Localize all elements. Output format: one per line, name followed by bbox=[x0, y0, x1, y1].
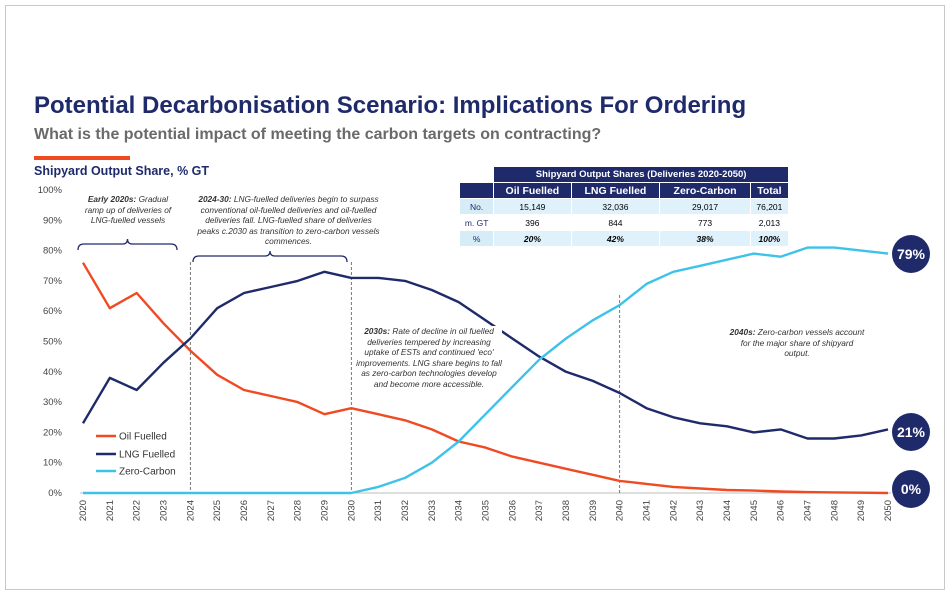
x-tick-label: 2032 bbox=[400, 500, 411, 521]
x-tick-label: 2042 bbox=[668, 500, 679, 521]
end-label-badge bbox=[892, 470, 930, 508]
table-cell: 20% bbox=[493, 230, 572, 247]
table-row-label: m. GT bbox=[458, 214, 495, 231]
x-tick-label: 2028 bbox=[293, 500, 304, 521]
series-line-lng-fuelled bbox=[81, 270, 889, 440]
table-title: Shipyard Output Shares (Deliveries 2020-… bbox=[493, 166, 789, 183]
brace-early2020s bbox=[77, 238, 178, 251]
x-tick-label: 2046 bbox=[776, 500, 787, 521]
legend-label: Oil Fuelled bbox=[119, 432, 167, 443]
annotation-2024-30: 2024-30: LNG-fuelled deliveries begin to… bbox=[196, 194, 381, 247]
table-row: % 20% 42% 38% 100% bbox=[458, 230, 790, 247]
x-tick-label: 2023 bbox=[159, 500, 170, 521]
y-tick-label: 80% bbox=[43, 246, 63, 257]
x-tick-label: 2033 bbox=[427, 500, 438, 521]
table-cell: 42% bbox=[570, 230, 661, 247]
y-tick-label: 100% bbox=[38, 185, 63, 196]
end-label-value: 0% bbox=[901, 481, 922, 497]
legend-label: Zero-Carbon bbox=[119, 467, 176, 478]
series-line-zero-carbon bbox=[83, 246, 889, 495]
page-title: Potential Decarbonisation Scenario: Impl… bbox=[34, 92, 747, 119]
table-cell: 38% bbox=[659, 230, 751, 247]
y-tick-label: 70% bbox=[43, 276, 63, 287]
x-tick-label: 2031 bbox=[373, 500, 384, 521]
table-cell: 2,013 bbox=[749, 214, 790, 231]
x-tick-label: 2044 bbox=[722, 500, 733, 521]
x-tick-label: 2040 bbox=[615, 500, 626, 521]
legend-label: LNG Fuelled bbox=[119, 450, 175, 461]
table-col-header: Oil Fuelled bbox=[493, 182, 572, 199]
x-tick-label: 2043 bbox=[695, 500, 706, 521]
y-tick-label: 50% bbox=[43, 337, 63, 348]
y-tick-label: 60% bbox=[43, 306, 63, 317]
x-tick-label: 2039 bbox=[588, 500, 599, 521]
x-tick-label: 2034 bbox=[454, 500, 465, 521]
shares-table: Shipyard Output Shares (Deliveries 2020-… bbox=[458, 166, 790, 247]
table-row: m. GT 396 844 773 2,013 bbox=[458, 214, 790, 231]
x-tick-label: 2041 bbox=[642, 500, 653, 521]
x-tick-label: 2050 bbox=[883, 500, 894, 521]
accent-bar bbox=[34, 156, 130, 160]
x-tick-label: 2037 bbox=[534, 500, 545, 521]
page-subtitle: What is the potential impact of meeting … bbox=[34, 126, 602, 143]
x-tick-label: 2021 bbox=[105, 500, 116, 521]
x-tick-label: 2026 bbox=[239, 500, 250, 521]
y-tick-label: 40% bbox=[43, 367, 63, 378]
table-cell: 844 bbox=[570, 214, 661, 231]
table-cell: 100% bbox=[749, 230, 790, 247]
y-tick-label: 30% bbox=[43, 397, 63, 408]
end-label-badge bbox=[892, 235, 930, 273]
x-tick-label: 2038 bbox=[561, 500, 572, 521]
x-tick-label: 2022 bbox=[132, 500, 143, 521]
chart-title: Shipyard Output Share, % GT bbox=[34, 164, 210, 178]
x-tick-label: 2025 bbox=[212, 500, 223, 521]
table-col-header: LNG Fuelled bbox=[570, 182, 661, 199]
table-col-header: Zero-Carbon bbox=[659, 182, 751, 199]
table-row-label: No. bbox=[458, 198, 495, 215]
y-tick-label: 20% bbox=[43, 427, 63, 438]
end-label-value: 79% bbox=[897, 246, 926, 262]
table-col-header: Total bbox=[749, 182, 790, 199]
table-cell: 396 bbox=[493, 214, 572, 231]
table-corner bbox=[458, 166, 495, 183]
x-tick-label: 2024 bbox=[185, 500, 196, 521]
x-tick-label: 2029 bbox=[320, 500, 331, 521]
table-cell: 773 bbox=[659, 214, 751, 231]
y-tick-label: 90% bbox=[43, 215, 63, 226]
table-cell: 76,201 bbox=[749, 198, 790, 215]
x-tick-label: 2045 bbox=[749, 500, 760, 521]
table-cell: 29,017 bbox=[659, 198, 751, 215]
x-tick-label: 2048 bbox=[829, 500, 840, 521]
slide-frame bbox=[5, 5, 945, 590]
y-tick-label: 10% bbox=[43, 458, 63, 469]
table-cell: 32,036 bbox=[570, 198, 661, 215]
series-line-oil-fuelled bbox=[81, 262, 889, 495]
brace-2024-30 bbox=[192, 250, 348, 263]
end-label-badge bbox=[892, 413, 930, 451]
x-tick-label: 2035 bbox=[481, 500, 492, 521]
table-corner-2 bbox=[458, 182, 495, 199]
table-cell: 15,149 bbox=[493, 198, 572, 215]
table-row: No. 15,149 32,036 29,017 76,201 bbox=[458, 198, 790, 215]
x-tick-label: 2027 bbox=[266, 500, 277, 521]
x-tick-label: 2047 bbox=[803, 500, 814, 521]
end-label-value: 21% bbox=[897, 424, 926, 440]
x-tick-label: 2049 bbox=[856, 500, 867, 521]
x-tick-label: 2030 bbox=[346, 500, 357, 521]
y-tick-label: 0% bbox=[48, 488, 62, 499]
x-tick-label: 2020 bbox=[78, 500, 89, 521]
annotation-2040s: 2040s: Zero-carbon vessels account for t… bbox=[727, 327, 867, 359]
annotation-early2020s: Early 2020s: Gradual ramp up of deliveri… bbox=[78, 194, 178, 226]
table-row-label: % bbox=[458, 230, 495, 247]
annotation-2030s: 2030s: Rate of decline in oil fuelled de… bbox=[356, 326, 502, 389]
x-tick-label: 2036 bbox=[507, 500, 518, 521]
